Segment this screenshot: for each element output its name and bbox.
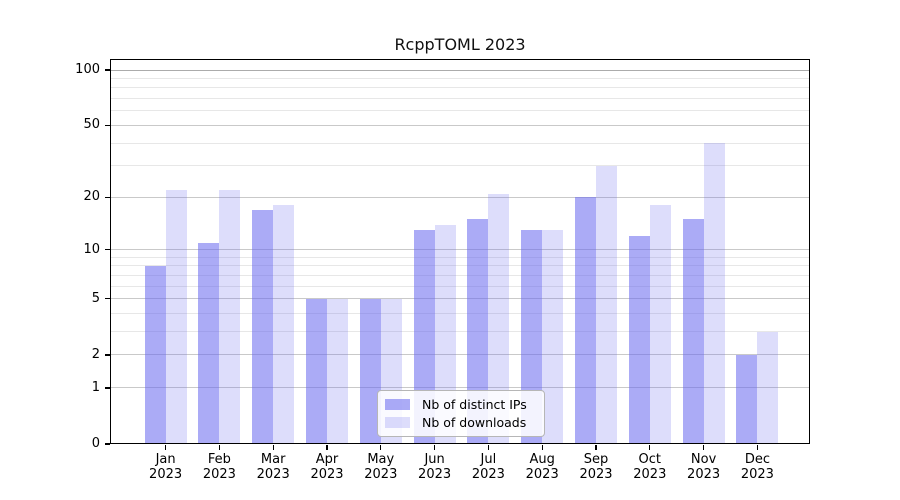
gridline-y-9 bbox=[110, 256, 810, 258]
legend-label-downloads: Nb of downloads bbox=[422, 414, 527, 430]
x-tick-label-Dec: Dec 2023 bbox=[740, 452, 774, 482]
bar-ips-Dec bbox=[736, 354, 758, 444]
gridline-y-10 bbox=[110, 249, 810, 251]
x-tick-label-Jun: Jun 2023 bbox=[418, 452, 452, 482]
bar-downloads-Jan bbox=[165, 189, 187, 444]
grid-layer bbox=[110, 59, 810, 444]
x-tick-mark-Apr bbox=[326, 444, 328, 450]
gridline-y-20 bbox=[110, 196, 810, 198]
bar-ips-Oct bbox=[628, 236, 650, 444]
bar-ips-Jul bbox=[467, 219, 489, 444]
y-tick-label-0: 0 bbox=[91, 436, 100, 451]
x-tick-mark-Aug bbox=[541, 444, 543, 450]
x-tick-label-May: May 2023 bbox=[364, 452, 398, 482]
plot-area: Nb of distinct IPs Nb of downloads bbox=[110, 59, 810, 444]
bar-ips-Apr bbox=[306, 298, 327, 444]
y-tick-mark-5 bbox=[104, 298, 110, 300]
bar-downloads-Nov bbox=[703, 143, 725, 444]
x-tick-mark-Feb bbox=[218, 444, 221, 450]
y-tick-label-100: 100 bbox=[75, 62, 100, 77]
y-tick-mark-10 bbox=[104, 249, 110, 251]
y-tick-label-1: 1 bbox=[91, 379, 100, 395]
legend-item-distinct-ips: Nb of distinct IPs bbox=[385, 396, 536, 414]
x-tick-label-Jul: Jul 2023 bbox=[471, 452, 505, 482]
y-tick-label-20: 20 bbox=[83, 189, 100, 205]
y-tick-label-10: 10 bbox=[83, 241, 100, 257]
legend: Nb of distinct IPs Nb of downloads bbox=[377, 390, 545, 437]
x-tick-mark-Oct bbox=[649, 444, 651, 450]
x-tick-mark-Nov bbox=[703, 444, 705, 450]
gridline-y-5 bbox=[110, 298, 810, 300]
x-tick-label-Jan: Jan 2023 bbox=[149, 452, 183, 482]
x-tick-label-Aug: Aug 2023 bbox=[525, 452, 559, 482]
x-tick-label-Mar: Mar 2023 bbox=[256, 452, 290, 482]
bar-downloads-Dec bbox=[757, 331, 779, 444]
y-tick-label-5: 5 bbox=[91, 290, 100, 306]
gridline-y-30 bbox=[110, 165, 810, 167]
x-tick-mark-Jun bbox=[434, 444, 436, 450]
y-tick-mark-50 bbox=[104, 124, 110, 127]
y-tick-mark-1 bbox=[104, 387, 110, 389]
bars-layer bbox=[110, 59, 810, 444]
bar-downloads-Apr bbox=[327, 298, 348, 444]
gridline-y-4 bbox=[110, 313, 810, 315]
bar-downloads-Oct bbox=[649, 205, 671, 444]
bar-ips-Jan bbox=[144, 265, 166, 444]
x-tick-mark-Jul bbox=[487, 444, 490, 450]
gridline-y-40 bbox=[110, 142, 810, 144]
bar-downloads-Sep bbox=[596, 165, 617, 444]
gridline-y-7 bbox=[110, 274, 810, 276]
y-tick-mark-0 bbox=[104, 443, 110, 445]
chart-title: RcppTOML 2023 bbox=[394, 35, 526, 54]
bar-ips-Nov bbox=[682, 219, 704, 444]
gridline-y-60 bbox=[110, 110, 810, 112]
x-tick-label-Apr: Apr 2023 bbox=[310, 452, 344, 482]
gridline-y-6 bbox=[110, 285, 810, 287]
x-tick-mark-May bbox=[380, 444, 382, 450]
x-tick-label-Feb: Feb 2023 bbox=[202, 452, 236, 482]
bar-ips-Mar bbox=[252, 209, 274, 444]
gridline-y-70 bbox=[110, 98, 810, 100]
legend-swatch-downloads bbox=[385, 416, 410, 428]
bar-ips-Sep bbox=[575, 197, 596, 444]
bar-ips-Feb bbox=[198, 242, 220, 444]
bar-downloads-Mar bbox=[273, 205, 295, 444]
x-tick-mark-Sep bbox=[595, 444, 597, 450]
x-tick-label-Sep: Sep 2023 bbox=[579, 452, 613, 482]
x-tick-mark-Jan bbox=[165, 444, 167, 450]
gridline-y-1 bbox=[110, 387, 810, 389]
gridline-y-2 bbox=[110, 354, 810, 356]
x-tick-label-Nov: Nov 2023 bbox=[687, 452, 721, 482]
gridline-y-8 bbox=[110, 265, 810, 267]
legend-label-distinct-ips: Nb of distinct IPs bbox=[422, 397, 527, 413]
y-tick-label-2: 2 bbox=[91, 346, 100, 362]
y-tick-mark-2 bbox=[104, 354, 110, 356]
bar-downloads-Jun bbox=[434, 224, 456, 444]
y-tick-label-50: 50 bbox=[83, 117, 100, 133]
x-tick-mark-Dec bbox=[756, 444, 759, 450]
gridline-y-100 bbox=[110, 69, 810, 71]
gridline-y-3 bbox=[110, 331, 810, 333]
bar-downloads-Aug bbox=[542, 230, 564, 444]
gridline-y-90 bbox=[110, 77, 810, 79]
x-tick-mark-Mar bbox=[272, 444, 274, 450]
legend-item-downloads: Nb of downloads bbox=[385, 414, 536, 432]
bar-ips-May bbox=[359, 298, 381, 444]
y-tick-mark-100 bbox=[104, 69, 110, 71]
gridline-y-80 bbox=[110, 87, 810, 89]
y-tick-mark-20 bbox=[104, 196, 110, 198]
bar-downloads-Feb bbox=[219, 189, 241, 444]
gridline-y-50 bbox=[110, 124, 810, 126]
legend-swatch-distinct-ips bbox=[385, 399, 410, 411]
bar-downloads-Jul bbox=[488, 193, 510, 444]
x-tick-label-Oct: Oct 2023 bbox=[633, 452, 667, 482]
